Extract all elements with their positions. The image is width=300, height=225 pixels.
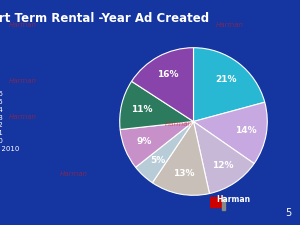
Text: Harman: Harman [9, 22, 37, 28]
Bar [210, 197, 214, 207]
Wedge shape [132, 48, 194, 122]
Wedge shape [136, 122, 194, 183]
Text: 13%: 13% [173, 169, 194, 178]
Title: Short Term Rental -Year Ad Created: Short Term Rental -Year Ad Created [0, 12, 210, 25]
Text: Harman: Harman [60, 171, 88, 176]
Text: Harman: Harman [216, 22, 244, 28]
Legend: 2016, 2015, 2014, 2013, 2012, 2011, 2010, PRE 2010: 2016, 2015, 2014, 2013, 2012, 2011, 2010… [0, 89, 21, 154]
Text: 21%: 21% [215, 75, 236, 84]
Text: 16%: 16% [158, 70, 179, 79]
Bar [222, 197, 225, 210]
Text: 5%: 5% [150, 156, 165, 165]
Wedge shape [120, 81, 194, 130]
Bar [210, 200, 221, 203]
Wedge shape [194, 122, 254, 194]
Text: Harman: Harman [9, 114, 37, 120]
Text: 5: 5 [285, 208, 291, 218]
Text: Harman: Harman [165, 121, 193, 127]
Text: Harman: Harman [9, 78, 37, 84]
Wedge shape [194, 48, 265, 122]
Bar [216, 197, 221, 207]
Text: Harman: Harman [216, 196, 250, 205]
Text: 9%: 9% [136, 137, 152, 146]
Text: 14%: 14% [235, 126, 257, 135]
Text: 12%: 12% [212, 161, 234, 170]
Text: 11%: 11% [131, 105, 153, 114]
Wedge shape [120, 122, 194, 167]
Wedge shape [152, 122, 209, 195]
Wedge shape [194, 102, 267, 164]
